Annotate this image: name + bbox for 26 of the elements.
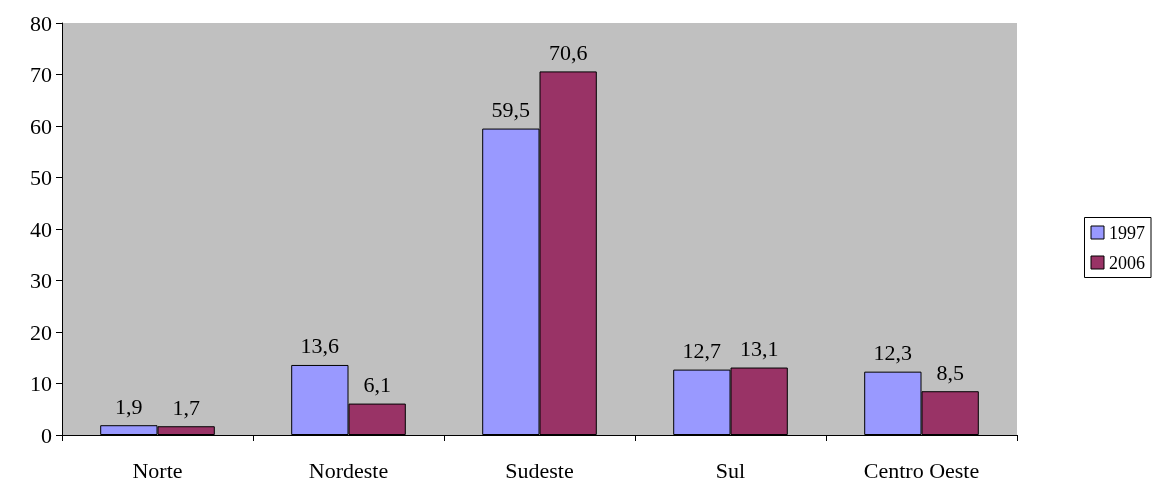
x-tick-label: Centro Oeste (863, 457, 980, 483)
x-tick-label: Nordeste (308, 457, 389, 483)
y-tick-label: 80 (30, 10, 52, 36)
data-label: 8,5 (936, 359, 964, 385)
x-tick-label: Sudeste (505, 457, 574, 483)
y-tick-label: 20 (30, 319, 52, 345)
legend-label: 2006 (1109, 252, 1145, 273)
data-label: 6,1 (363, 372, 391, 398)
y-tick-label: 60 (30, 113, 52, 139)
y-tick-label: 10 (30, 371, 52, 396)
legend-label: 1997 (1109, 222, 1145, 243)
x-tick-label: Sul (715, 457, 746, 483)
y-tick-label: 30 (30, 268, 52, 293)
y-tick-label: 0 (41, 422, 52, 448)
data-label: 12,3 (873, 340, 913, 366)
y-tick-label: 40 (30, 216, 52, 242)
y-tick-label: 50 (30, 165, 52, 190)
data-label: 1,9 (115, 393, 143, 419)
data-label: 13,6 (300, 333, 340, 359)
data-label: 12,7 (682, 338, 722, 364)
data-label: 1,7 (172, 394, 200, 420)
data-label: 13,1 (739, 336, 779, 362)
y-tick-label: 70 (30, 62, 52, 87)
data-label: 59,5 (491, 97, 531, 123)
x-tick-label: Norte (132, 457, 183, 483)
data-label: 70,6 (548, 39, 588, 65)
